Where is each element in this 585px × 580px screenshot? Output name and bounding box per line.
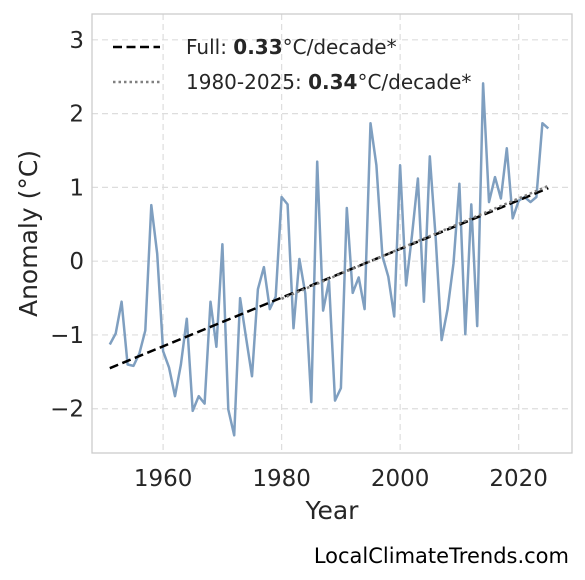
legend-prefix-full: Full:: [186, 35, 233, 59]
series-lines: [108, 82, 550, 437]
x-tick-label: 2000: [371, 466, 430, 492]
y-tick-label: −1: [50, 323, 84, 349]
legend-suffix-full: °C/decade*: [283, 35, 397, 59]
x-axis-ticks: 1960 1980 2000 2020: [134, 466, 548, 492]
x-tick-label: 1960: [134, 466, 193, 492]
y-axis-ticks: −2 −1 0 1 2 3: [50, 28, 84, 423]
y-tick-label: 1: [69, 175, 84, 201]
x-axis-label: Year: [305, 496, 360, 525]
plot-frame: [91, 13, 573, 454]
series-line-anomaly: [108, 82, 550, 437]
y-axis-label: Anomaly (°C): [14, 150, 43, 317]
x-tick-label: 2020: [489, 466, 548, 492]
y-tick-label: 3: [69, 28, 84, 54]
legend-label-full: Full: 0.33°C/decade*: [186, 35, 397, 59]
series-line-1980-2025: [281, 184, 549, 300]
grid: [92, 14, 572, 453]
legend-label-1980-2025: 1980-2025: 0.34°C/decade*: [186, 70, 471, 94]
legend: Full: 0.33°C/decade* 1980-2025: 0.34°C/d…: [113, 35, 471, 94]
y-tick-label: 2: [69, 102, 84, 128]
x-tick-label: 1980: [252, 466, 311, 492]
site-credit: LocalClimateTrends.com: [313, 544, 569, 568]
y-tick-label: −2: [50, 397, 84, 423]
legend-suffix-1980-2025: °C/decade*: [357, 70, 471, 94]
legend-prefix-1980-2025: 1980-2025:: [186, 70, 308, 94]
legend-value-1980-2025: 0.34: [308, 70, 357, 94]
legend-value-full: 0.33: [233, 35, 282, 59]
y-tick-label: 0: [69, 249, 84, 275]
